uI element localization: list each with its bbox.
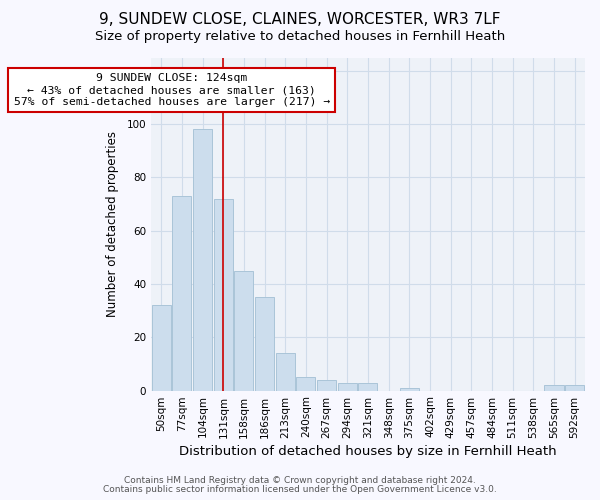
- Bar: [565, 385, 584, 390]
- Bar: [172, 196, 191, 390]
- Bar: [152, 306, 171, 390]
- Bar: [400, 388, 419, 390]
- Bar: [358, 382, 377, 390]
- Text: 9 SUNDEW CLOSE: 124sqm
← 43% of detached houses are smaller (163)
57% of semi-de: 9 SUNDEW CLOSE: 124sqm ← 43% of detached…: [14, 74, 330, 106]
- Bar: [317, 380, 336, 390]
- Bar: [214, 198, 233, 390]
- Y-axis label: Number of detached properties: Number of detached properties: [106, 131, 119, 317]
- Bar: [235, 270, 253, 390]
- Bar: [276, 354, 295, 391]
- Text: Contains HM Land Registry data © Crown copyright and database right 2024.: Contains HM Land Registry data © Crown c…: [124, 476, 476, 485]
- Text: 9, SUNDEW CLOSE, CLAINES, WORCESTER, WR3 7LF: 9, SUNDEW CLOSE, CLAINES, WORCESTER, WR3…: [99, 12, 501, 28]
- Text: Contains public sector information licensed under the Open Government Licence v3: Contains public sector information licen…: [103, 485, 497, 494]
- Bar: [193, 130, 212, 390]
- Bar: [255, 298, 274, 390]
- Bar: [544, 385, 563, 390]
- X-axis label: Distribution of detached houses by size in Fernhill Heath: Distribution of detached houses by size …: [179, 444, 557, 458]
- Text: Size of property relative to detached houses in Fernhill Heath: Size of property relative to detached ho…: [95, 30, 505, 43]
- Bar: [338, 382, 357, 390]
- Bar: [296, 377, 316, 390]
